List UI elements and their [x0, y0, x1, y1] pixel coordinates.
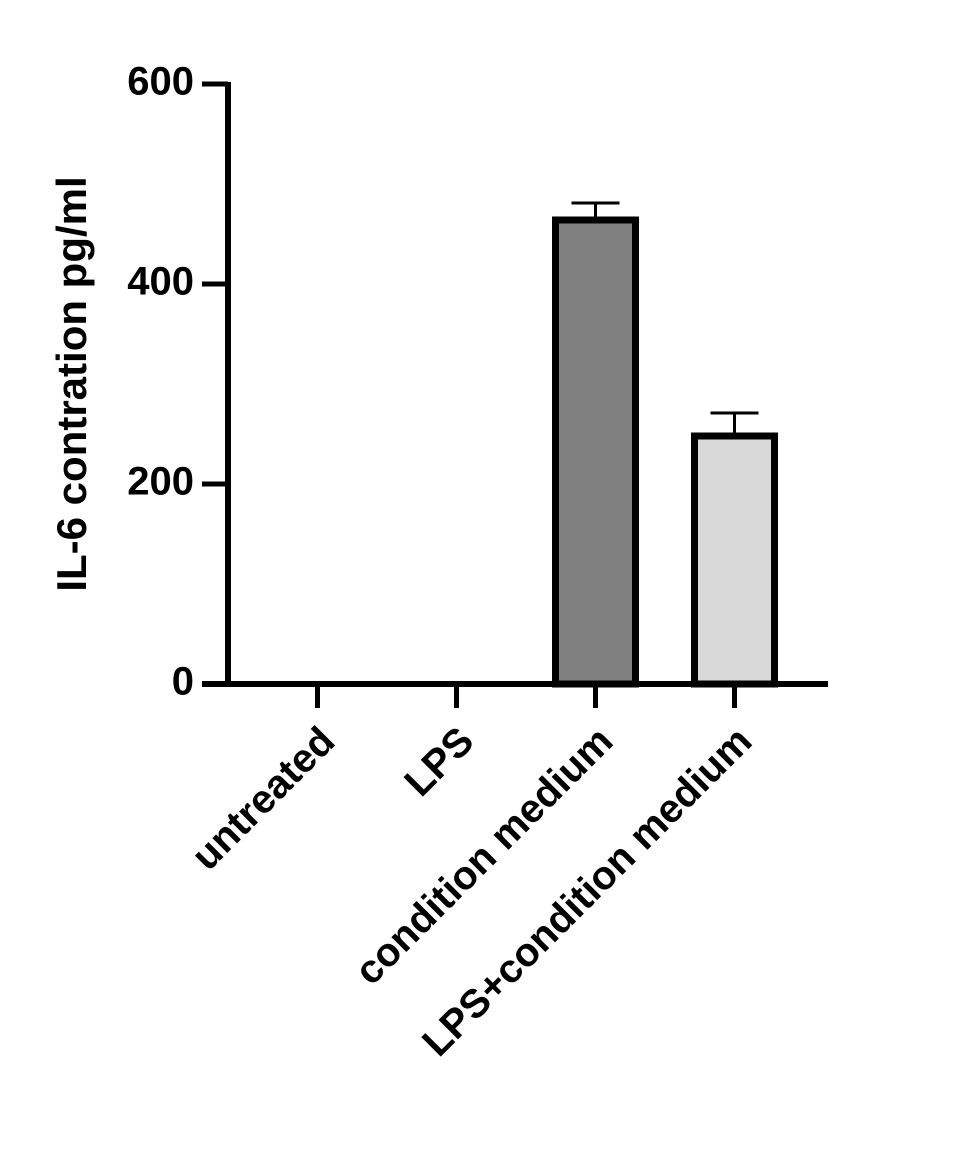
bar [691, 432, 778, 688]
x-tick-label: LPS [396, 719, 482, 805]
x-tick-label: condition medium [347, 719, 622, 994]
y-tick-label: 600 [127, 60, 194, 104]
y-axis-label: IL-6 contration pg/ml [48, 176, 95, 591]
y-tick-label: 400 [127, 260, 194, 304]
bar [552, 216, 639, 688]
y-tick-label: 0 [172, 660, 194, 704]
y-tick-label: 200 [127, 460, 194, 504]
x-tick-label: untreated [183, 719, 343, 879]
